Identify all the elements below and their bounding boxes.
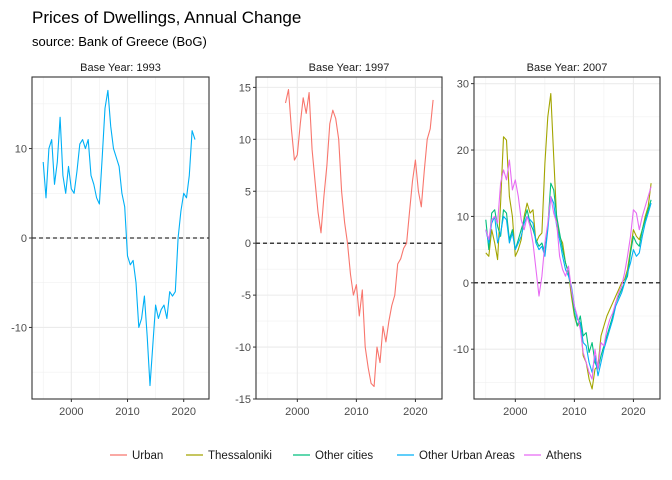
legend-item-thessaloniki: Thessaloniki [186, 450, 272, 462]
legend-label: Urban [132, 450, 163, 462]
y-tick-label: -5 [241, 290, 251, 302]
chart-title: Prices of Dwellings, Annual Change [32, 8, 301, 27]
y-tick-label: -15 [235, 394, 251, 406]
facet-strip-title: Base Year: 1993 [80, 62, 161, 74]
x-tick-label: 2000 [503, 406, 527, 418]
facet-panel-3: Base Year: 2007 -10 0 10 20 30 2000 2010 2020 [453, 62, 661, 418]
series-line-urban [284, 88, 434, 388]
y-tick-label: 30 [457, 79, 469, 91]
y-tick-label: 5 [245, 186, 251, 198]
facet-panel-1: Base Year: 1993 -10 0 10 2000 2010 2020 [11, 62, 210, 418]
panel-background [474, 77, 660, 399]
y-tick-label: -10 [235, 342, 251, 354]
legend-label: Other cities [315, 450, 373, 462]
facet-panel-2: Base Year: 1997 -15 -10 -5 0 5 10 15 2000 2010 202… [235, 62, 443, 418]
legend-label: Athens [546, 450, 582, 462]
x-tick-label: 2000 [285, 406, 309, 418]
y-tick-label: -10 [11, 322, 27, 334]
series-line-other-urban-areas [42, 89, 196, 387]
x-tick-label: 2010 [562, 406, 586, 418]
panel-border [473, 76, 661, 400]
x-tick-label: 2010 [115, 406, 139, 418]
panel-background [256, 77, 442, 399]
y-tick-label: 20 [457, 145, 469, 157]
y-tick-label: 10 [457, 211, 469, 223]
series-line-other-urban-areas [485, 195, 652, 377]
facet-strip-title: Base Year: 2007 [527, 62, 608, 74]
legend-label: Other Urban Areas [419, 450, 515, 462]
series-line-athens [485, 159, 652, 380]
y-tick-label: 0 [245, 238, 251, 250]
y-tick-label: 0 [21, 233, 27, 245]
y-tick-label: -10 [453, 344, 469, 356]
x-tick-label: 2000 [59, 406, 83, 418]
legend-item-other-urban-areas: Other Urban Areas [397, 450, 515, 462]
legend: Urban Thessaloniki Other cities Other Urban… [110, 450, 582, 462]
facet-strip-title: Base Year: 1997 [309, 62, 390, 74]
x-tick-label: 2020 [621, 406, 645, 418]
legend-item-other-cities: Other cities [293, 450, 373, 462]
legend-item-athens: Athens [524, 450, 582, 462]
x-tick-label: 2020 [171, 406, 195, 418]
y-tick-label: 10 [239, 134, 251, 146]
y-tick-label: 15 [239, 82, 251, 94]
legend-item-urban: Urban [110, 450, 163, 462]
y-tick-label: 0 [463, 278, 469, 290]
y-tick-label: 10 [15, 144, 27, 156]
panel-border [255, 76, 443, 400]
legend-label: Thessaloniki [208, 450, 272, 462]
x-tick-label: 2020 [403, 406, 427, 418]
chart-subtitle: source: Bank of Greece (BoG) [32, 34, 207, 49]
x-tick-label: 2010 [344, 406, 368, 418]
